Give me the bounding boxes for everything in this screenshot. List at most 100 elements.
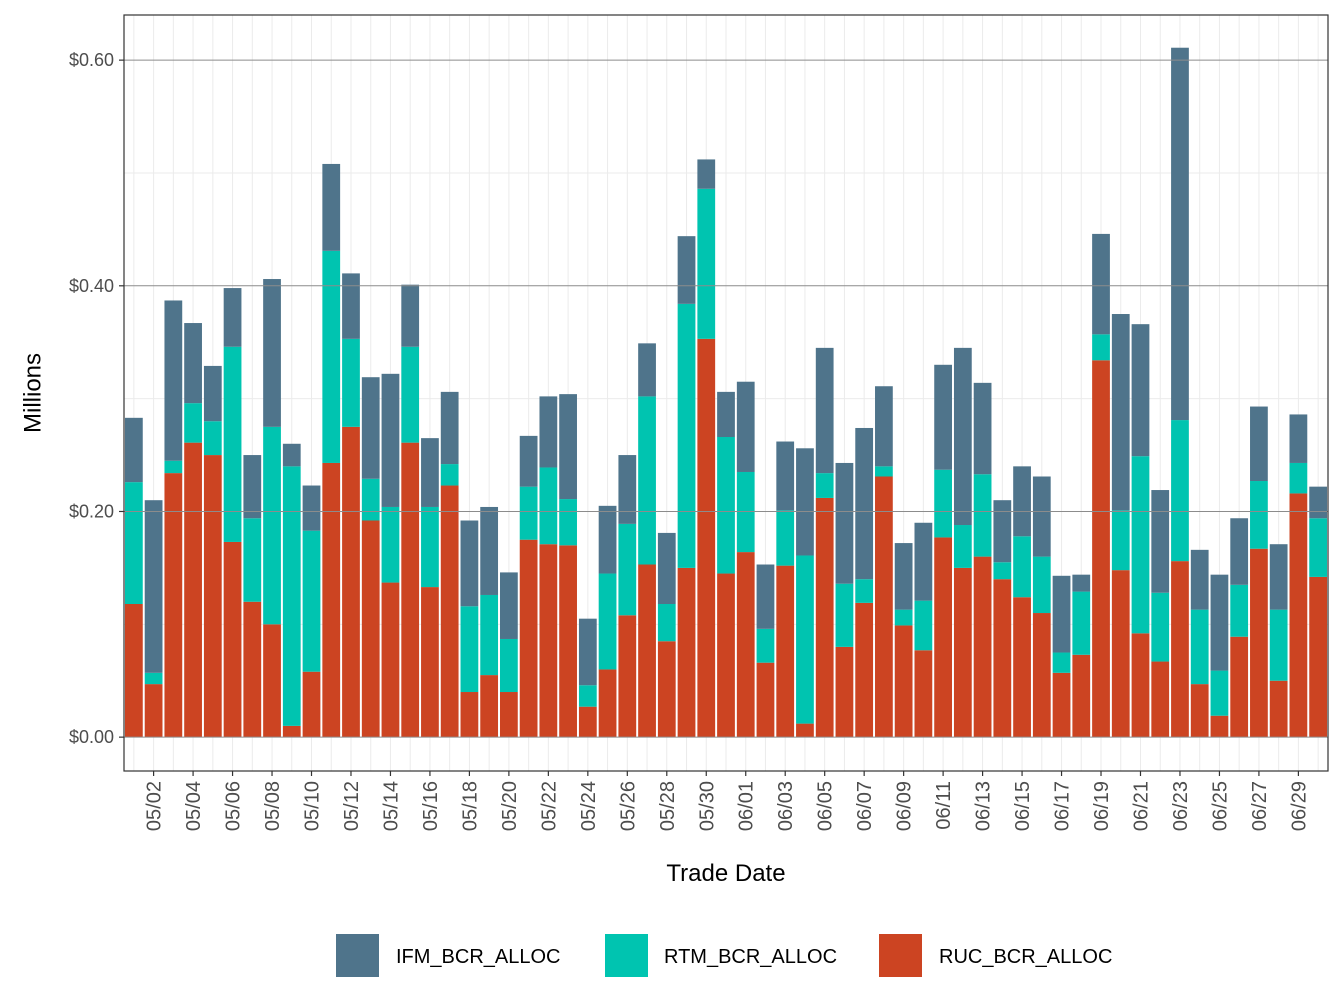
bar-rtm-bcr-alloc [697, 188, 716, 339]
bar-rtm-bcr-alloc [539, 467, 558, 545]
bar-rtm-bcr-alloc [322, 250, 341, 463]
bar-ruc-bcr-alloc [1250, 548, 1268, 738]
x-tick-label: 05/16 [420, 781, 442, 831]
bar-ruc-bcr-alloc [815, 497, 834, 738]
bar-ifm-bcr-alloc [480, 506, 499, 595]
legend-label-ifm-bcr-alloc: IFM_BCR_ALLOC [396, 946, 561, 968]
bar-rtm-bcr-alloc [421, 506, 439, 588]
x-tick-label: 05/10 [302, 781, 324, 831]
bar-ifm-bcr-alloc [342, 273, 360, 339]
bar-rtm-bcr-alloc [1072, 591, 1091, 655]
bar-ifm-bcr-alloc [697, 159, 716, 189]
bar-ruc-bcr-alloc [124, 604, 143, 738]
bar-ifm-bcr-alloc [539, 396, 558, 468]
bar-ifm-bcr-alloc [776, 441, 795, 511]
bar-rtm-bcr-alloc [1013, 536, 1031, 598]
x-tick-label: 06/17 [1052, 781, 1074, 831]
y-tick-label: $0.40 [69, 276, 114, 296]
bar-rtm-bcr-alloc [914, 600, 933, 651]
x-tick-label: 06/15 [1012, 781, 1034, 831]
x-tick-label: 06/21 [1130, 781, 1152, 831]
bar-ruc-bcr-alloc [1052, 672, 1071, 738]
bar-ifm-bcr-alloc [934, 364, 952, 470]
y-tick-label: $0.20 [69, 501, 114, 521]
bar-rtm-bcr-alloc [894, 609, 913, 626]
bar-rtm-bcr-alloc [973, 474, 992, 557]
bar-rtm-bcr-alloc [677, 303, 696, 568]
bar-rtm-bcr-alloc [263, 426, 281, 625]
bar-ruc-bcr-alloc [243, 601, 262, 738]
bar-ifm-bcr-alloc [322, 163, 341, 251]
bar-rtm-bcr-alloc [480, 594, 499, 676]
x-tick-label: 05/26 [617, 781, 639, 831]
bar-rtm-bcr-alloc [638, 396, 656, 565]
bar-ruc-bcr-alloc [894, 625, 913, 738]
x-tick-label: 05/12 [341, 781, 363, 831]
bar-rtm-bcr-alloc [440, 464, 459, 486]
bar-rtm-bcr-alloc [223, 346, 242, 542]
bar-ruc-bcr-alloc [875, 476, 893, 738]
y-axis-title: Millions [19, 353, 46, 433]
legend-key-ifm-bcr-alloc [336, 934, 379, 977]
bar-rtm-bcr-alloc [500, 638, 518, 693]
bar-ruc-bcr-alloc [342, 426, 360, 738]
bar-ruc-bcr-alloc [835, 646, 854, 738]
bars-layer [124, 47, 1328, 738]
x-tick-label: 06/19 [1091, 781, 1113, 831]
bar-ruc-bcr-alloc [381, 582, 400, 738]
bar-ruc-bcr-alloc [460, 692, 479, 738]
bar-ruc-bcr-alloc [539, 544, 558, 738]
bar-ruc-bcr-alloc [1013, 597, 1031, 738]
x-tick-label: 06/07 [854, 781, 876, 831]
bar-ifm-bcr-alloc [598, 505, 617, 574]
bar-ruc-bcr-alloc [1032, 613, 1051, 738]
bar-ruc-bcr-alloc [144, 684, 163, 738]
bar-rtm-bcr-alloc [1111, 510, 1130, 571]
bar-rtm-bcr-alloc [953, 525, 972, 568]
bar-ifm-bcr-alloc [1309, 486, 1328, 519]
bar-ifm-bcr-alloc [519, 435, 538, 487]
x-axis-title: Trade Date [666, 860, 785, 887]
bar-ruc-bcr-alloc [677, 567, 696, 738]
bar-ruc-bcr-alloc [203, 455, 222, 738]
x-tick-label: 05/28 [657, 781, 679, 831]
x-tick-label: 05/04 [183, 781, 205, 831]
x-tick-label: 06/23 [1170, 781, 1192, 831]
bar-ruc-bcr-alloc [618, 615, 637, 738]
x-tick-label: 05/20 [499, 781, 521, 831]
bar-rtm-bcr-alloc [1269, 609, 1288, 681]
bar-ruc-bcr-alloc [263, 624, 281, 738]
bar-ifm-bcr-alloc [302, 485, 321, 531]
x-tick-label: 05/24 [578, 781, 600, 831]
bar-ruc-bcr-alloc [421, 587, 439, 738]
bar-rtm-bcr-alloc [1092, 334, 1110, 361]
bar-ruc-bcr-alloc [736, 552, 755, 738]
bar-ifm-bcr-alloc [835, 462, 854, 584]
legend-key-ruc-bcr-alloc [879, 934, 922, 977]
bar-ifm-bcr-alloc [124, 417, 143, 483]
x-tick-label: 06/13 [973, 781, 995, 831]
bar-ifm-bcr-alloc [1072, 574, 1091, 592]
bar-rtm-bcr-alloc [934, 469, 952, 538]
bar-ruc-bcr-alloc [1289, 493, 1308, 738]
bar-ifm-bcr-alloc [223, 288, 242, 347]
x-tick-label: 06/29 [1288, 781, 1310, 831]
bar-rtm-bcr-alloc [736, 471, 755, 553]
bar-ifm-bcr-alloc [717, 391, 735, 438]
bar-rtm-bcr-alloc [993, 562, 1012, 580]
bar-ifm-bcr-alloc [1210, 574, 1229, 671]
bar-rtm-bcr-alloc [776, 510, 795, 566]
bar-rtm-bcr-alloc [1032, 556, 1051, 614]
bar-rtm-bcr-alloc [1052, 652, 1071, 673]
bar-rtm-bcr-alloc [1190, 609, 1209, 685]
bar-ifm-bcr-alloc [657, 532, 676, 605]
legend-label-rtm-bcr-alloc: RTM_BCR_ALLOC [664, 946, 837, 968]
bar-ifm-bcr-alloc [263, 279, 281, 427]
bar-rtm-bcr-alloc [401, 346, 420, 443]
bar-ruc-bcr-alloc [440, 485, 459, 738]
bar-ruc-bcr-alloc [598, 669, 617, 738]
bar-ifm-bcr-alloc [973, 382, 992, 475]
bar-ruc-bcr-alloc [1190, 684, 1209, 738]
bar-ruc-bcr-alloc [1269, 680, 1288, 738]
bar-rtm-bcr-alloc [1250, 481, 1268, 549]
